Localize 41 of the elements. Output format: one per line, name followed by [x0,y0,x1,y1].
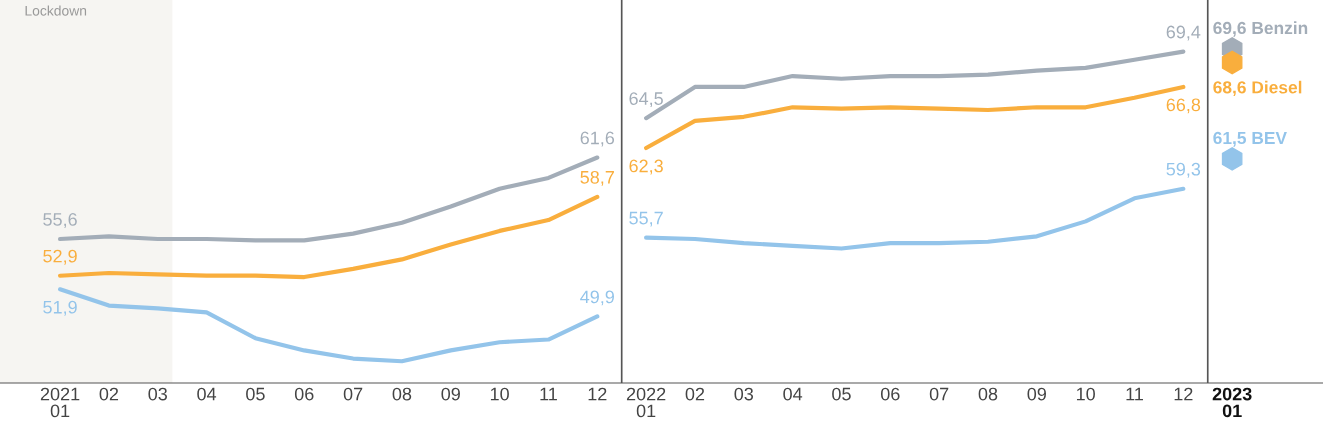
x-tick-label: 02 [99,387,119,401]
band-label: Lockdown [25,5,87,16]
x-tick-label: 07 [343,387,363,401]
data-label: 52,9 [43,249,77,265]
x-tick-label: 09 [441,387,460,401]
x-tick-label: 06 [294,387,314,401]
x-tick-label: 04 [197,387,217,401]
data-label: 58,7 [580,170,614,186]
x-tick-label: 11 [1126,387,1143,401]
x-tick-label: 10 [490,387,509,401]
text: 69,6 Benzin [1213,21,1308,37]
x-tick-label: 12 [588,387,607,401]
x-tick-label: 2021 01 [40,387,80,418]
data-label: 64,5 [629,92,663,108]
x-tick-label: 02 [685,387,705,401]
data-label: 62,3 [629,159,663,175]
x-tick-label: 11 [540,387,557,401]
x-tick-label: 2023 01 [1212,387,1252,418]
data-label: 55,6 [43,213,77,228]
x-tick-label: 2022 01 [626,387,666,418]
data-label: 55,7 [629,211,663,227]
x-tick-label: 08 [978,387,998,401]
x-tick-label: 03 [148,387,167,401]
x-tick-label: 12 [1174,387,1193,401]
x-tick-label: 09 [1027,387,1046,401]
x-tick-label: 07 [929,387,949,401]
text: 61,5 BEV [1213,131,1287,147]
x-tick-label: 06 [880,387,900,401]
data-label: 69,4 [1166,25,1201,41]
data-label: 59,3 [1166,162,1201,178]
data-label: 61,6 [580,131,615,147]
x-tick-label: 05 [246,387,265,401]
x-tick-label: 04 [783,387,803,401]
data-label: 51,9 [43,300,77,316]
data-label: 49,9 [580,290,614,306]
x-tick-label: 05 [832,387,851,401]
x-tick-label: 08 [392,387,412,401]
x-tick-label: 10 [1076,387,1095,401]
data-label: 66,8 [1166,98,1201,114]
x-tick-label: 03 [734,387,754,401]
text: 68,6 Diesel [1213,80,1302,97]
